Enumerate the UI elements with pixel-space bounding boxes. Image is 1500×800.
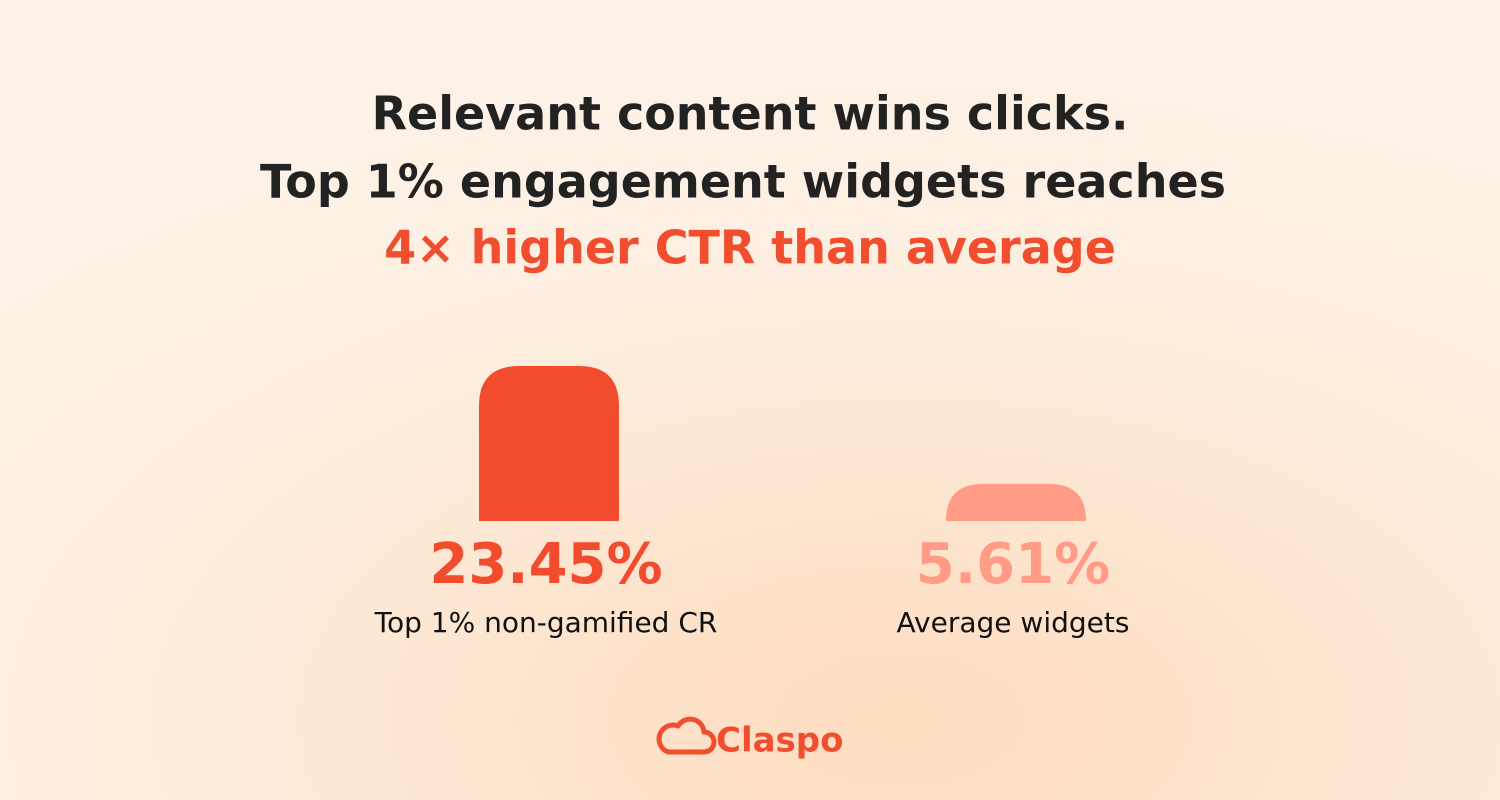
logo-icon (656, 716, 717, 755)
category-label: Top 1% non-gamified CR (374, 606, 718, 639)
chart-subtitle: Top 1% engagement widgets reaches (260, 155, 1226, 209)
value-label: 23.45% (429, 532, 662, 597)
brand-logo: Claspo (656, 716, 843, 761)
highlight: 4× higher CTR than average (384, 221, 1116, 275)
brand-name: Claspo (716, 721, 843, 761)
chart-title: Relevant content wins clicks. (372, 87, 1129, 141)
bar (946, 483, 1086, 521)
value-label: 5.61% (916, 532, 1110, 597)
bar (479, 366, 619, 521)
category-label: Average widgets (897, 606, 1130, 639)
